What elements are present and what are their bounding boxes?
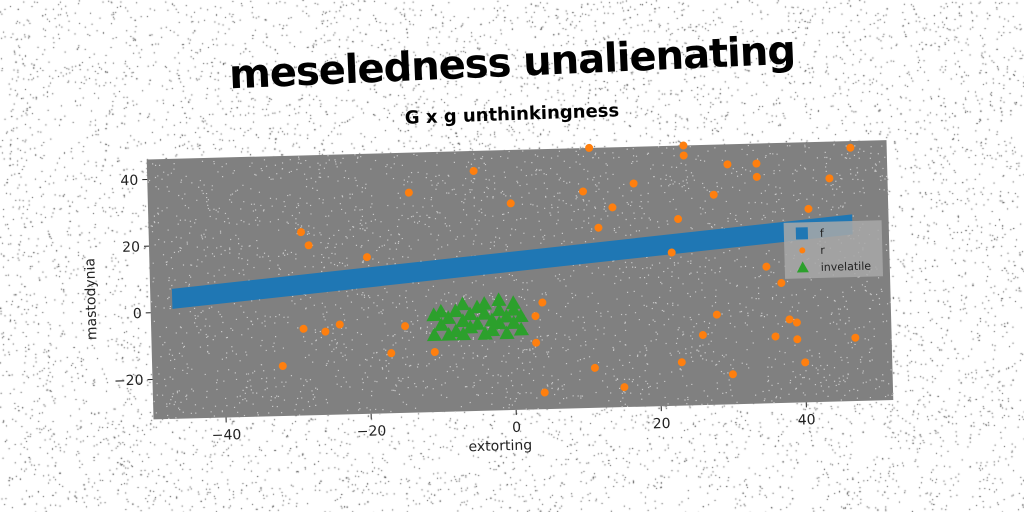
legend-label: invelatile [821, 260, 872, 274]
point-r [728, 370, 737, 379]
point-r [297, 228, 306, 237]
x-tick-label: 20 [653, 416, 671, 432]
point-invelatile [441, 327, 457, 341]
point-r [540, 388, 549, 397]
point-r [679, 141, 688, 150]
point-r [723, 160, 732, 169]
point-r [804, 204, 813, 213]
point-r [629, 179, 638, 188]
legend-marker-invelatile [796, 261, 809, 273]
point-invelatile [470, 316, 486, 331]
series-layer [171, 141, 860, 397]
point-r [698, 331, 707, 340]
point-invelatile [513, 321, 530, 336]
point-r [777, 278, 786, 287]
point-r [825, 174, 834, 183]
point-invelatile [491, 292, 507, 307]
point-r [793, 335, 802, 344]
point-invelatile [499, 325, 515, 340]
point-invelatile [491, 302, 507, 317]
point-invelatile [513, 308, 529, 323]
point-r [579, 187, 588, 196]
point-invelatile [433, 303, 449, 318]
y-tick-label: 0 [133, 306, 142, 322]
x-tick-label: −40 [212, 427, 242, 444]
point-r [532, 338, 541, 347]
point-r [792, 318, 801, 327]
y-tick-label: 40 [120, 173, 138, 189]
point-r [667, 248, 676, 257]
x-axis-label: extorting [468, 438, 532, 456]
y-tick-label: 20 [122, 239, 140, 255]
point-r [531, 312, 540, 321]
point-r [401, 322, 410, 331]
point-invelatile [477, 306, 493, 320]
series-r [278, 141, 860, 397]
point-r [506, 199, 515, 208]
point-r [335, 320, 344, 329]
point-invelatile [469, 299, 485, 314]
point-r [590, 363, 599, 372]
point-r [846, 143, 855, 152]
point-r [594, 223, 603, 232]
x-tick-label: −20 [357, 423, 387, 440]
point-r [585, 143, 594, 152]
point-invelatile [463, 319, 479, 334]
x-tick-label: 40 [798, 412, 816, 428]
legend: fr invelatile [783, 220, 884, 279]
point-r [538, 298, 547, 307]
x-axis-ticks: −40 −20 0 20 40 [212, 402, 816, 444]
point-r [674, 214, 683, 223]
legend-marker-f [795, 227, 809, 240]
y-axis-label: mastodynia [82, 258, 100, 340]
legend-label: r [820, 244, 825, 257]
legend-marker-r [799, 247, 806, 254]
point-invelatile [426, 327, 443, 342]
point-r [362, 253, 371, 262]
point-invelatile [505, 295, 522, 310]
point-r [752, 172, 761, 181]
series-invelatile [426, 292, 530, 342]
y-axis-ticks: −20 0 20 40 [114, 173, 153, 390]
series-f [171, 214, 853, 309]
point-r [299, 324, 308, 333]
point-r [321, 327, 330, 336]
point-r [430, 348, 439, 357]
legend-label: f [820, 227, 825, 240]
point-invelatile [426, 307, 442, 322]
point-r [709, 190, 718, 199]
point-r [278, 362, 287, 371]
point-invelatile [477, 326, 493, 340]
point-r [677, 358, 686, 367]
point-r [404, 188, 413, 197]
band-f [171, 214, 853, 309]
point-r [762, 262, 771, 271]
point-r [801, 358, 810, 367]
point-r [387, 349, 396, 358]
y-tick-label: −20 [114, 373, 144, 390]
point-r [712, 310, 721, 319]
point-r [608, 203, 617, 212]
point-r [785, 315, 794, 324]
x-tick-label: 0 [512, 420, 521, 436]
point-r [304, 241, 313, 250]
point-r [752, 159, 761, 168]
point-r [469, 166, 478, 175]
point-r [679, 151, 688, 160]
point-invelatile [476, 296, 493, 310]
point-r [851, 333, 860, 342]
legend-box [783, 220, 884, 279]
point-invelatile [455, 296, 471, 311]
point-r [771, 332, 780, 341]
point-r [620, 383, 629, 392]
